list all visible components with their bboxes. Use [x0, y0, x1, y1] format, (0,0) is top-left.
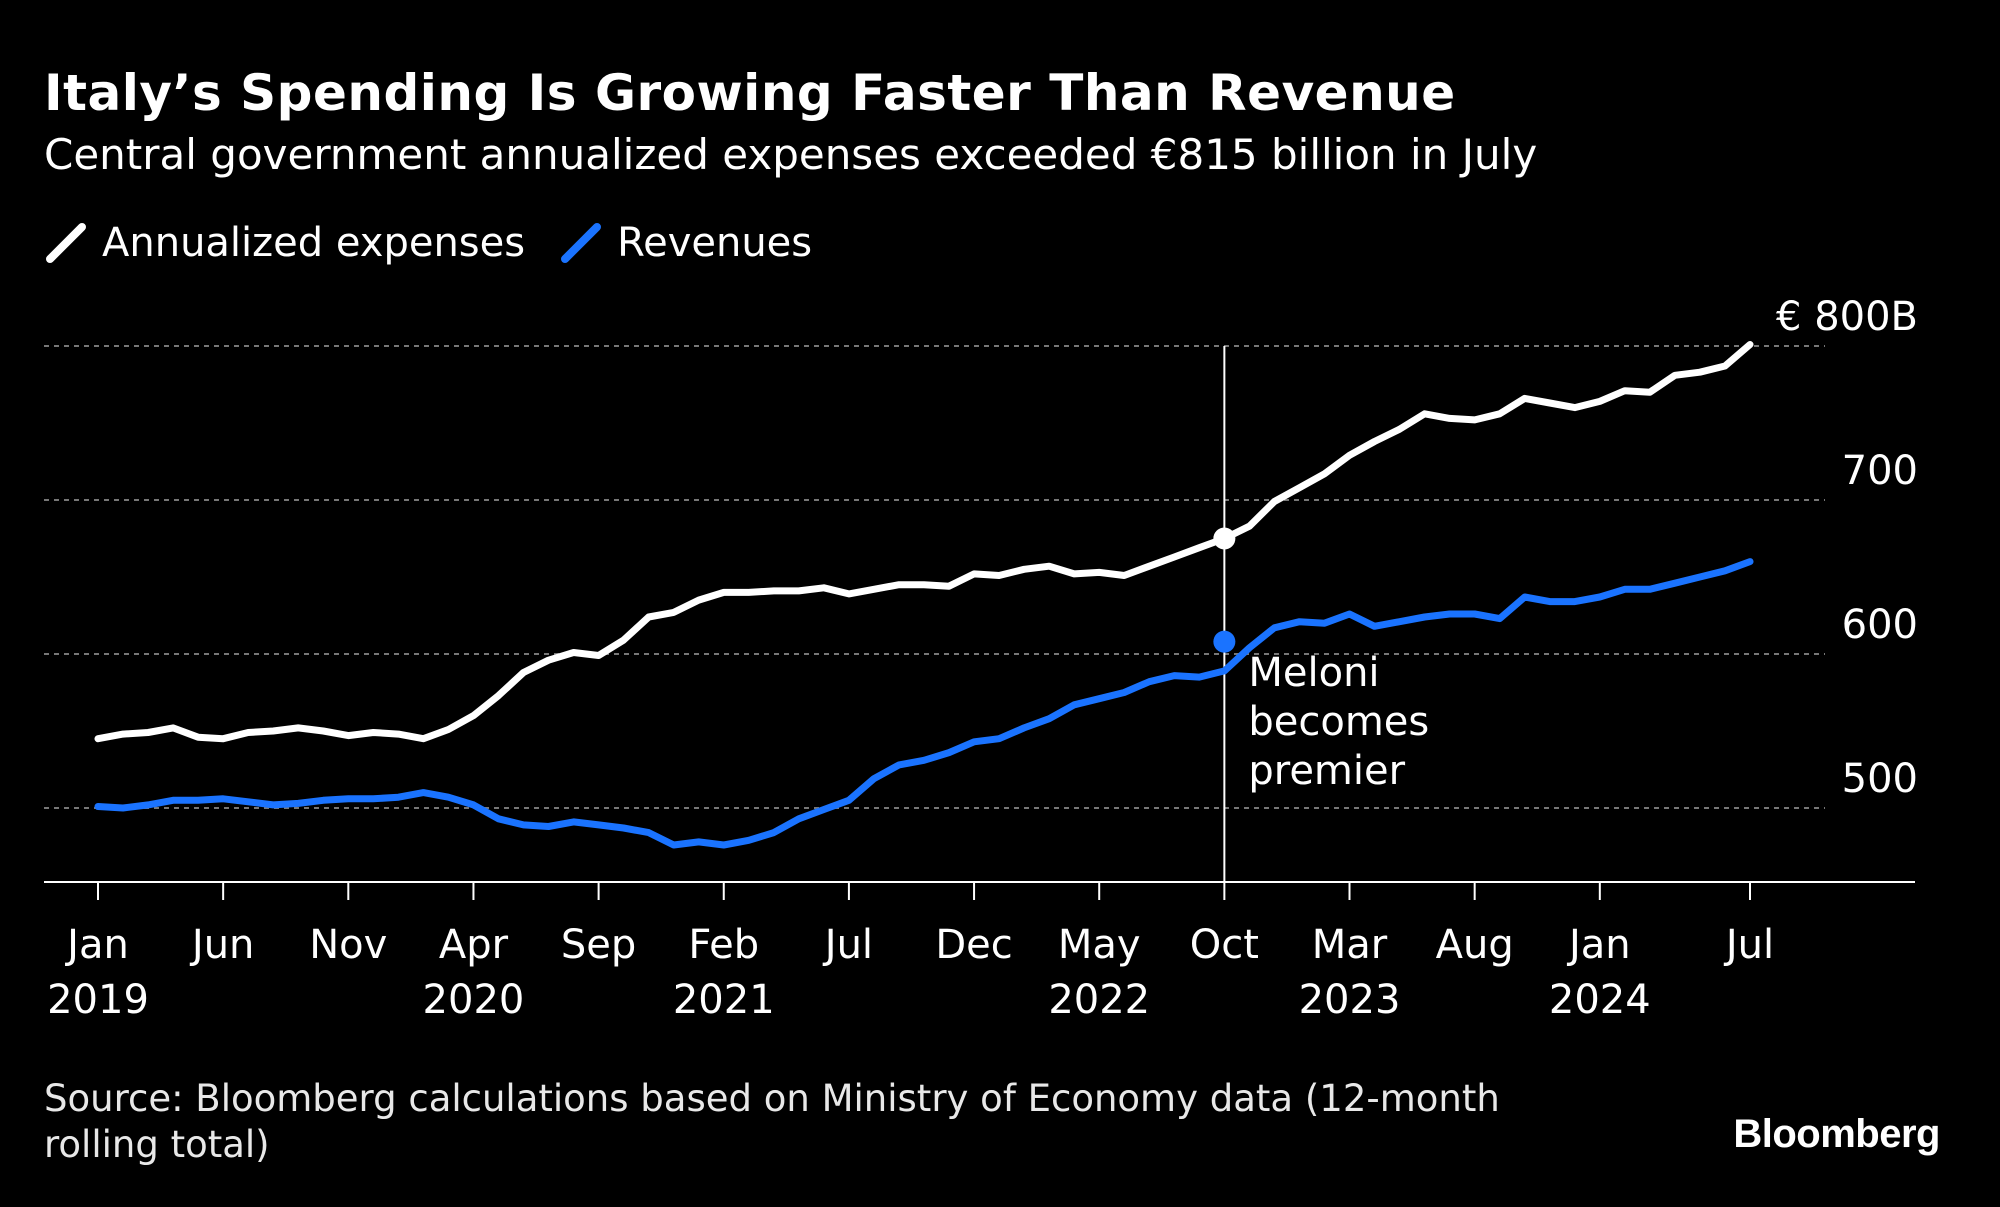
legend-swatch-expenses-icon: [46, 223, 86, 263]
y-axis-labels: € 800B 700 600 500: [1776, 294, 1918, 802]
annotation-text: Meloni: [1248, 650, 1379, 696]
x-tick-label: Feb: [688, 922, 759, 968]
x-tick-label: May: [1058, 922, 1141, 968]
legend-label-expenses: Annualized expenses: [102, 220, 526, 266]
bloomberg-logo: Bloomberg: [1733, 1112, 1940, 1156]
x-tick-label: Mar: [1312, 922, 1388, 968]
x-tick-year-label: 2021: [673, 977, 775, 1023]
x-tick-year-label: 2024: [1549, 977, 1651, 1023]
chart-title: Italy’s Spending Is Growing Faster Than …: [44, 64, 1456, 122]
x-tick-year-label: 2020: [423, 977, 525, 1023]
grid-lines: [44, 345, 1825, 809]
x-tick-year-label: 2019: [47, 977, 149, 1023]
source-note: Source: Bloomberg calculations based on …: [44, 1077, 1500, 1166]
x-tick-label: Oct: [1190, 922, 1259, 968]
x-tick-label: Jul: [822, 922, 873, 968]
x-tick-label: Jan: [1566, 922, 1631, 968]
series-lines: [94, 341, 1754, 849]
x-tick-label: Jul: [1723, 922, 1774, 968]
y-tick-label: € 800B: [1776, 294, 1918, 340]
revenues-line: [94, 558, 1754, 849]
x-tick-year-label: 2023: [1299, 977, 1401, 1023]
legend-swatch-revenues-icon: [561, 223, 602, 263]
x-axis: Jan 2019 Jun Nov Apr 2020 Sep Feb 2021 Jul Dec May 2…: [44, 881, 1915, 1023]
y-tick-label: 600: [1842, 602, 1918, 648]
y-tick-label: 700: [1842, 448, 1918, 494]
annotation-text: premier: [1248, 748, 1405, 794]
y-tick-label: 500: [1842, 756, 1918, 802]
expenses-marker: [1213, 527, 1236, 550]
x-tick-label: Nov: [309, 922, 387, 968]
expenses-line: [94, 341, 1754, 743]
annotation-text: becomes: [1248, 699, 1429, 745]
legend-item-expenses: Annualized expenses: [44, 220, 525, 266]
x-tick-label: Jun: [189, 922, 255, 968]
x-tick-label: Dec: [935, 922, 1012, 968]
chart-subtitle: Central government annualized expenses e…: [44, 130, 1538, 179]
x-tick-label: Aug: [1436, 922, 1514, 968]
x-tick-label: Jan: [64, 922, 129, 968]
legend-label-revenues: Revenues: [617, 220, 813, 266]
x-tick-year-label: 2022: [1048, 977, 1150, 1023]
x-tick-label: Apr: [439, 922, 509, 968]
legend: Annualized expenses Revenues: [44, 218, 846, 268]
x-tick-label: Sep: [561, 922, 636, 968]
legend-item-revenues: Revenues: [559, 220, 812, 266]
revenues-marker: [1213, 630, 1236, 653]
